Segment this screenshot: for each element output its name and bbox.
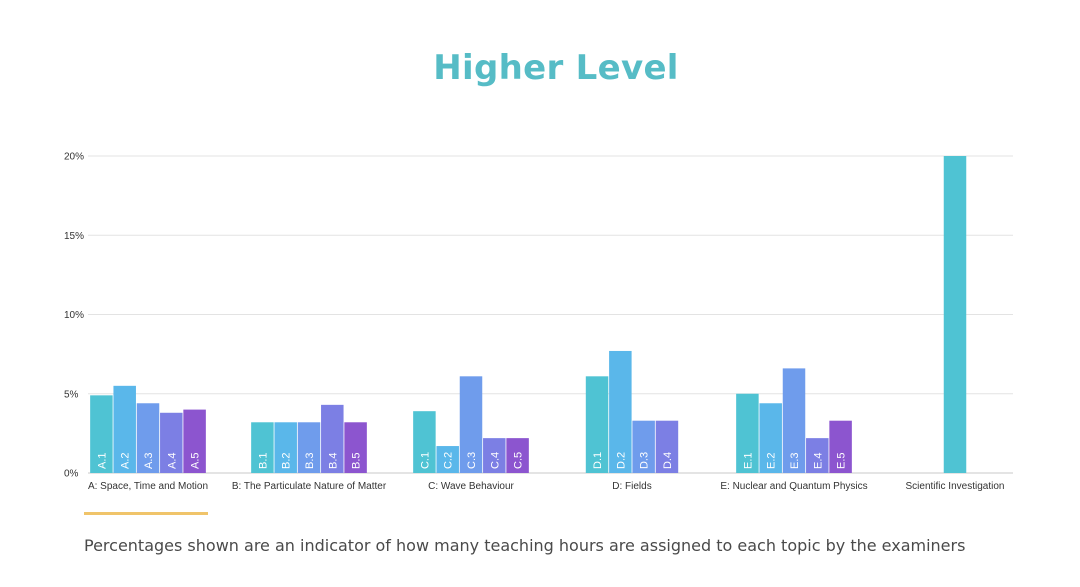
y-tick-label: 0% [64,469,79,480]
bar-label: C.5 [513,452,525,469]
x-category-label: B: The Particulate Nature of Matter [232,481,387,492]
bar-label: A.5 [190,452,202,469]
bar [160,412,183,473]
bar [506,438,529,473]
bar-label: B.1 [257,452,269,469]
y-tick-label: 10% [64,310,84,321]
x-category-label: C: Wave Behaviour [428,481,514,492]
bar-label: B.3 [304,452,316,469]
bar-label: D.3 [639,452,651,469]
x-category-label: Scientific Investigation [906,481,1005,492]
bar [90,395,113,473]
bar-label: B.4 [327,452,339,469]
bar [297,422,321,473]
bar [251,422,274,473]
footnote: Percentages shown are an indicator of ho… [84,536,966,555]
bar [274,422,297,473]
bar-label: B.5 [351,452,363,469]
bar-chart: 0% 5% 10% 15% 20% A.1 A.2 A.3 A.4 A.5 A: Space, Ti… [64,152,1013,492]
bar-label: E.5 [836,452,848,469]
accent-divider [84,512,208,515]
bar [829,420,852,473]
bar [585,376,609,473]
bar [806,438,829,473]
x-category-label: D: Fields [612,481,651,492]
bar [413,411,436,473]
bar-label: E.1 [742,452,754,469]
bar-label: A.1 [96,452,108,469]
bar [782,368,806,473]
bar [943,156,967,473]
bar-label: E.2 [766,452,778,469]
bar-label: E.4 [812,452,824,469]
y-tick-label: 15% [64,231,84,242]
y-tick-label: 20% [64,152,84,163]
bar-label: D.2 [615,452,627,469]
bar-label: E.3 [789,452,801,469]
bar-label: C.2 [443,452,455,469]
bar [113,385,136,473]
bar [759,403,782,473]
bar [136,403,160,473]
chart-title: Higher Level [433,48,679,88]
bar-label: C.1 [419,452,431,469]
bar-label: C.3 [466,452,478,469]
x-category-label: A: Space, Time and Motion [88,481,208,492]
bar-label: A.3 [143,452,155,469]
bar-label: D.1 [592,452,604,469]
bar-label: A.2 [120,452,132,469]
bar [459,376,483,473]
bar-label: D.4 [662,452,674,469]
x-category-label: E: Nuclear and Quantum Physics [720,481,867,492]
bar [609,350,632,473]
bar [344,422,367,473]
bar-label: A.4 [166,452,178,469]
bar-label: B.2 [281,452,293,469]
bar [632,420,655,473]
bar [483,438,506,473]
bar [736,393,759,473]
bar [655,420,679,473]
bar [321,404,344,473]
bar [183,409,206,473]
bar-label: C.4 [489,452,501,469]
y-tick-label: 5% [64,389,79,400]
bar [436,446,459,473]
